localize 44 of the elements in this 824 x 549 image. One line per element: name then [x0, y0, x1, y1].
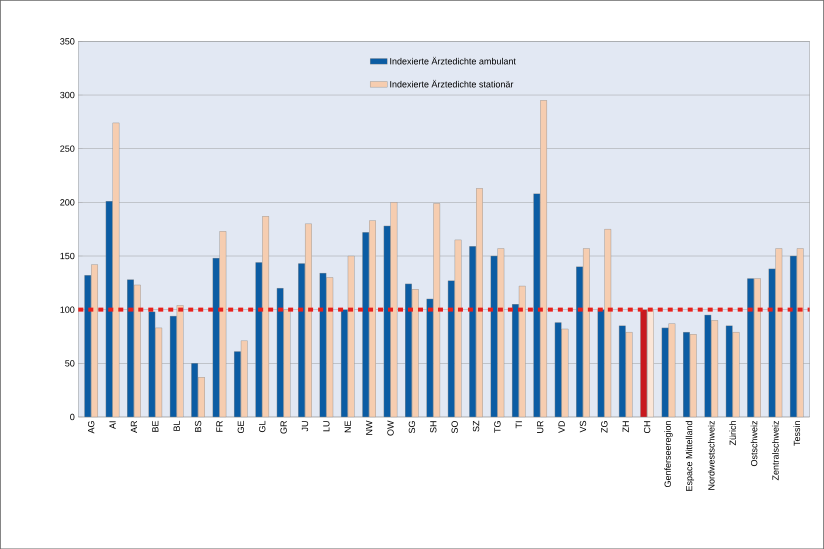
x-tick-label: AG: [88, 421, 94, 434]
x-tick-label: OW: [387, 420, 394, 436]
x-tick-label: BL: [174, 420, 180, 431]
x-tick-label: SO: [451, 420, 458, 433]
y-tick-label: 150: [60, 252, 74, 260]
x-tick-label: Espace Mittelland: [686, 421, 694, 491]
x-tick-label: VD: [558, 420, 565, 433]
x-tick-label: BS: [194, 420, 202, 432]
x-tick-label: TG: [494, 421, 501, 433]
x-tick-label: SZ: [472, 420, 480, 432]
x-tick-label: NE: [344, 420, 351, 432]
x-tick-label: AI: [109, 421, 116, 429]
x-tick-label: ZG: [601, 421, 608, 433]
x-tick-label: SH: [430, 421, 436, 432]
x-tick-label: AR: [130, 420, 138, 433]
x-tick-label: GR: [280, 420, 287, 434]
y-tick-label: 0: [70, 414, 74, 420]
x-tick-label: GE: [238, 420, 244, 433]
x-tick-label: Zürich: [729, 420, 736, 446]
y-tick-label: 50: [65, 360, 74, 366]
x-tick-label: VS: [580, 420, 586, 432]
x-tick-label: NW: [366, 420, 372, 435]
x-tick-label: BE: [152, 420, 158, 432]
x-tick-label: Nordwestschweiz: [708, 420, 715, 490]
x-tick-label: FR: [216, 420, 223, 432]
y-tick-label: 100: [60, 306, 74, 313]
y-tick-label: 300: [60, 92, 74, 98]
x-tick-label: Genferseeregion: [664, 420, 673, 487]
x-tick-label: UR: [537, 420, 544, 433]
x-tick-label: GL: [259, 420, 266, 432]
x-tick-label: ZH: [622, 421, 629, 432]
y-tick-label: 350: [60, 38, 74, 44]
y-tick-label: 200: [60, 199, 74, 206]
x-tick-label: JU: [302, 421, 308, 432]
x-tick-label: Zentralschweiz: [772, 420, 779, 480]
x-tick-label: CH: [644, 421, 650, 433]
x-tick-label: Tessin: [793, 420, 800, 446]
x-tick-label: TI: [516, 421, 522, 428]
legend-label: Indexierte Ärztedichte stationär: [390, 80, 514, 88]
x-tick-label: Ostschweiz: [750, 420, 758, 466]
x-tick-label: SG: [408, 421, 416, 433]
y-tick-label: 250: [60, 145, 74, 152]
legend-label: Indexierte Ärztedichte ambulant: [390, 56, 516, 64]
x-tick-label: LU: [323, 421, 330, 432]
